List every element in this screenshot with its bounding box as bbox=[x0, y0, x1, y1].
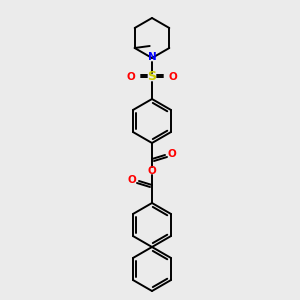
Text: S: S bbox=[148, 70, 157, 83]
Text: O: O bbox=[128, 175, 136, 185]
Text: N: N bbox=[148, 52, 156, 62]
Text: O: O bbox=[148, 166, 156, 176]
Text: O: O bbox=[168, 149, 176, 159]
Text: O: O bbox=[127, 72, 135, 82]
Text: O: O bbox=[169, 72, 177, 82]
